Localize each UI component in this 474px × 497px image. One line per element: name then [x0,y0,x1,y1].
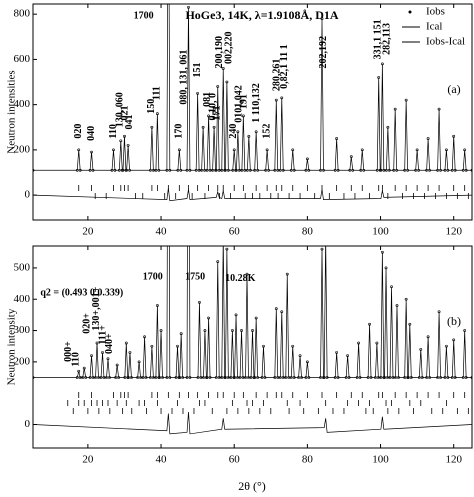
calc-line [33,246,472,378]
peak-label: 331,1 151 [372,19,383,59]
y-tick-label: 600 [14,53,31,65]
x-tick-label: 100 [372,226,389,238]
x-tick-label: 60 [229,454,241,466]
peak-label: 111 [152,86,163,100]
peak-label: 1700 [134,11,154,22]
legend-marker [408,10,412,14]
peak-label: 130+,001+ [91,286,102,330]
difference-line [33,411,472,435]
x-tick-label: 120 [445,454,462,466]
x-tick-label: 80 [302,226,314,238]
peak-label: 0,10, 0 [207,93,218,121]
peak-label: q2 = (0.493 0 0.339) [40,287,123,298]
plot-frame [32,245,473,449]
peak-label: 020+ [81,313,92,334]
x-tick-label: 80 [302,454,314,466]
peak-label: 282,113 [381,23,392,55]
legend-label: Ical [426,21,442,33]
peak-label: 1750 [185,272,205,283]
peak-label: 200,190 [214,36,225,69]
plot-frame [32,3,473,221]
peak-label: 080, 131, 061 [178,50,189,105]
peak-label: 040+ [104,333,115,354]
peak-label: 111+ [98,325,109,345]
peak-label: 000+ [63,341,74,362]
peak-label: 130, 060 [114,92,125,127]
y-tick-label: 0 [25,189,31,201]
peak-label: 240 [228,124,239,139]
x-tick-label: 60 [229,226,241,238]
peak-label: 152 [261,124,272,139]
y-tick-label: 200 [14,355,31,367]
y-tick-label: 800 [14,8,31,20]
obs-point [325,236,327,238]
peak-label: 10.28K [225,273,256,284]
x-tick-label: 20 [82,454,94,466]
x-tick-label: 100 [372,454,389,466]
peak-label: 1 110,132 [251,83,262,122]
calc-line [33,4,472,171]
y-axis-label: Neutron intensity [6,308,18,385]
panel-label: (b) [447,314,461,328]
y-tick-label: 300 [14,324,31,336]
peak-label: 081 [202,92,213,107]
y-tick-label: 400 [14,98,31,110]
peak-label: 171 [211,105,222,120]
x-tick-label: 40 [156,454,168,466]
peak-label: 170 [174,124,185,139]
x-axis-label: 2θ (°) [238,479,266,493]
y-tick-label: 400 [14,293,31,305]
peak-label: 002,220 [223,31,234,64]
peak-label: 020 [73,124,84,139]
peak-label: 040 [86,126,97,141]
peak-label: 110 [70,352,81,366]
legend-label: Iobs-Ical [426,36,465,48]
peak-label: 280,261 [272,59,283,92]
peak-label: 1700 [143,272,163,283]
peak-label: 041 [124,115,135,130]
obs-point [222,236,224,238]
x-tick-label: 40 [156,226,168,238]
peak-label: 021 [119,105,130,120]
y-tick-label: 500 [14,261,31,273]
plot-area [33,4,472,202]
plot-area [33,236,472,435]
legend-label: Iobs [426,6,445,18]
peak-label: 150 [146,99,157,114]
peak-label: 0,82,1 11 1 [279,44,290,88]
y-axis-label: Neutron intensities [6,70,18,153]
difference-line [33,188,472,202]
peak-label: 151 [192,63,203,78]
panel-label: (a) [447,82,460,96]
peak-label: 202,192 [318,36,329,69]
peak-label: 0101,042 [233,85,244,123]
chart-title: HoGe3, 14K, λ=1.9108Å, D1A [185,8,338,22]
peak-label: 191 [239,94,250,109]
x-tick-label: 120 [445,226,462,238]
peak-label: 110 [108,124,119,138]
y-tick-label: 200 [14,143,31,155]
x-tick-label: 20 [82,226,94,238]
y-tick-label: 0 [25,418,31,430]
